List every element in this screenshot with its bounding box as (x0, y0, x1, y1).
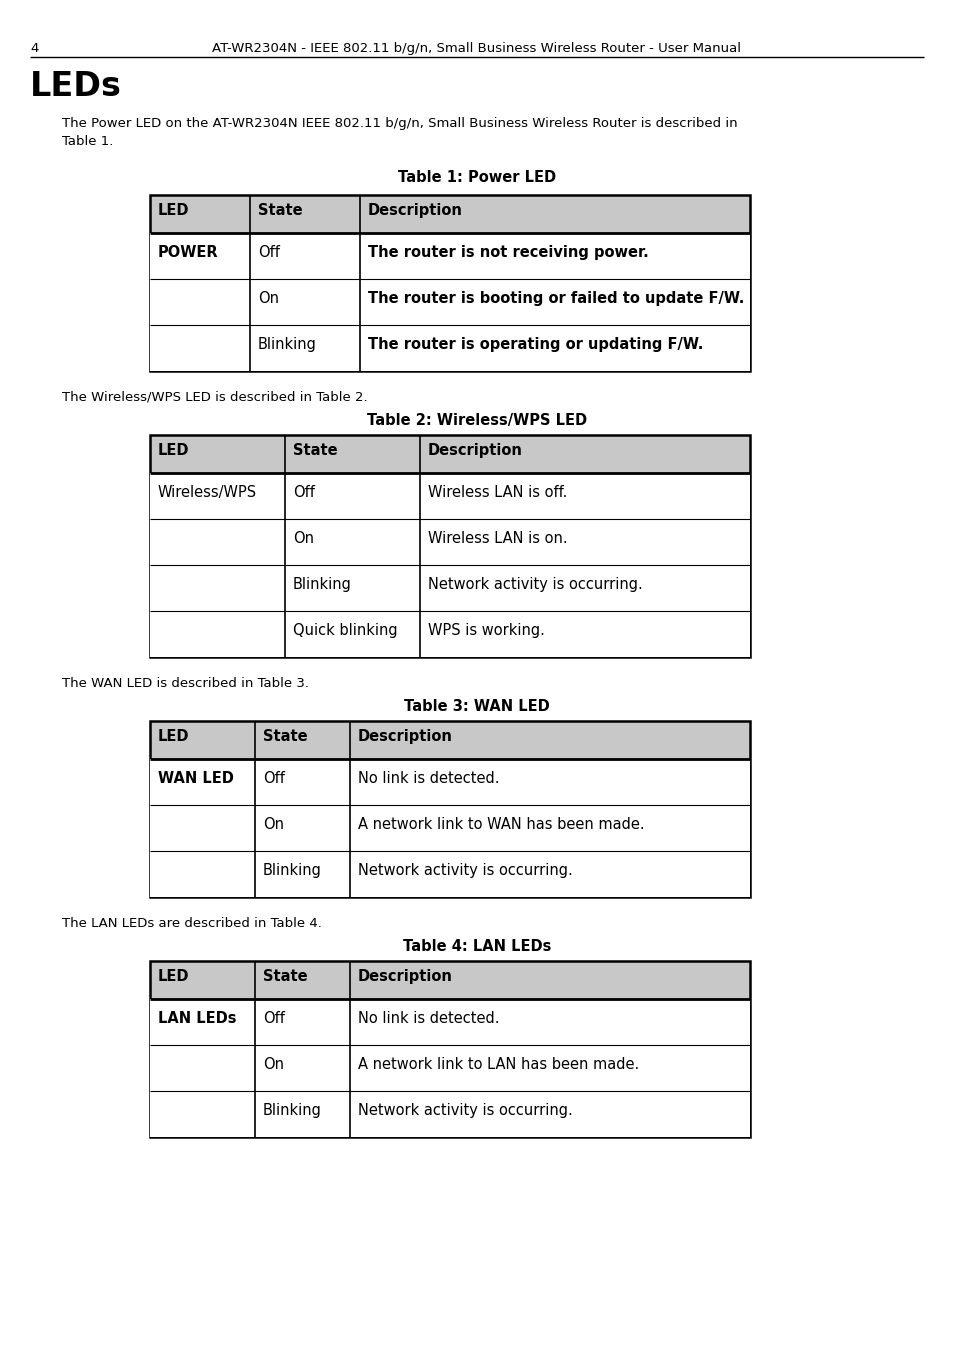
Text: Blinking: Blinking (263, 863, 321, 878)
Text: Blinking: Blinking (263, 1103, 321, 1118)
Bar (150, 518, 749, 566)
Text: Description: Description (368, 202, 462, 217)
Bar (150, 999, 749, 1045)
Bar (150, 721, 749, 759)
Text: State: State (263, 969, 307, 984)
Text: On: On (293, 531, 314, 545)
Text: The router is booting or failed to update F/W.: The router is booting or failed to updat… (368, 292, 743, 306)
Bar (150, 234, 749, 279)
Bar (150, 721, 749, 896)
Text: Quick blinking: Quick blinking (293, 622, 397, 639)
Text: Network activity is occurring.: Network activity is occurring. (357, 1103, 572, 1118)
Text: AT-WR2304N - IEEE 802.11 b/g/n, Small Business Wireless Router - User Manual: AT-WR2304N - IEEE 802.11 b/g/n, Small Bu… (213, 42, 740, 55)
Text: Wireless LAN is off.: Wireless LAN is off. (428, 485, 567, 500)
Bar (150, 194, 749, 234)
Text: LED: LED (158, 969, 190, 984)
Text: State: State (293, 443, 337, 458)
Text: WAN LED: WAN LED (158, 771, 233, 786)
Text: On: On (257, 292, 278, 306)
Text: State: State (263, 729, 307, 744)
Text: A network link to WAN has been made.: A network link to WAN has been made. (357, 817, 644, 832)
Text: No link is detected.: No link is detected. (357, 771, 499, 786)
Text: Table 2: Wireless/WPS LED: Table 2: Wireless/WPS LED (367, 413, 586, 428)
Text: The router is operating or updating F/W.: The router is operating or updating F/W. (368, 338, 702, 352)
Text: Table 3: WAN LED: Table 3: WAN LED (404, 699, 549, 714)
Text: Table 4: LAN LEDs: Table 4: LAN LEDs (402, 940, 551, 954)
Text: Description: Description (428, 443, 522, 458)
Text: Network activity is occurring.: Network activity is occurring. (357, 863, 572, 878)
Text: Table 1: Power LED: Table 1: Power LED (397, 170, 556, 185)
Text: Off: Off (257, 244, 279, 261)
Text: Off: Off (293, 485, 314, 500)
Bar (150, 472, 749, 518)
Text: Description: Description (357, 729, 453, 744)
Bar (150, 1045, 749, 1091)
Bar (150, 612, 749, 657)
Text: LED: LED (158, 729, 190, 744)
Text: LAN LEDs: LAN LEDs (158, 1011, 236, 1026)
Text: LED: LED (158, 202, 190, 217)
Bar (150, 1091, 749, 1137)
Text: LEDs: LEDs (30, 70, 122, 103)
Text: Wireless LAN is on.: Wireless LAN is on. (428, 531, 567, 545)
Text: On: On (263, 817, 284, 832)
Text: Network activity is occurring.: Network activity is occurring. (428, 576, 642, 593)
Bar (150, 850, 749, 896)
Text: LED: LED (158, 443, 190, 458)
Bar (150, 279, 749, 325)
Text: Description: Description (357, 969, 453, 984)
Text: The WAN LED is described in Table 3.: The WAN LED is described in Table 3. (62, 676, 309, 690)
Text: The router is not receiving power.: The router is not receiving power. (368, 244, 648, 261)
Bar (150, 961, 749, 999)
Text: Wireless/WPS: Wireless/WPS (158, 485, 257, 500)
Bar (150, 961, 749, 1137)
Bar (150, 566, 749, 612)
Text: Blinking: Blinking (257, 338, 316, 352)
Text: Off: Off (263, 1011, 285, 1026)
Bar (150, 759, 749, 805)
Text: No link is detected.: No link is detected. (357, 1011, 499, 1026)
Text: WPS is working.: WPS is working. (428, 622, 544, 639)
Text: Table 1.: Table 1. (62, 135, 113, 148)
Text: 4: 4 (30, 42, 38, 55)
Text: POWER: POWER (158, 244, 218, 261)
Text: The LAN LEDs are described in Table 4.: The LAN LEDs are described in Table 4. (62, 917, 321, 930)
Text: Off: Off (263, 771, 285, 786)
Text: State: State (257, 202, 302, 217)
Text: The Power LED on the AT-WR2304N IEEE 802.11 b/g/n, Small Business Wireless Route: The Power LED on the AT-WR2304N IEEE 802… (62, 117, 737, 130)
Bar (150, 435, 749, 472)
Text: Blinking: Blinking (293, 576, 352, 593)
Bar (150, 435, 749, 657)
Bar (150, 805, 749, 850)
Text: A network link to LAN has been made.: A network link to LAN has been made. (357, 1057, 639, 1072)
Text: On: On (263, 1057, 284, 1072)
Bar (150, 325, 749, 371)
Bar (150, 194, 749, 371)
Text: The Wireless/WPS LED is described in Table 2.: The Wireless/WPS LED is described in Tab… (62, 392, 367, 404)
